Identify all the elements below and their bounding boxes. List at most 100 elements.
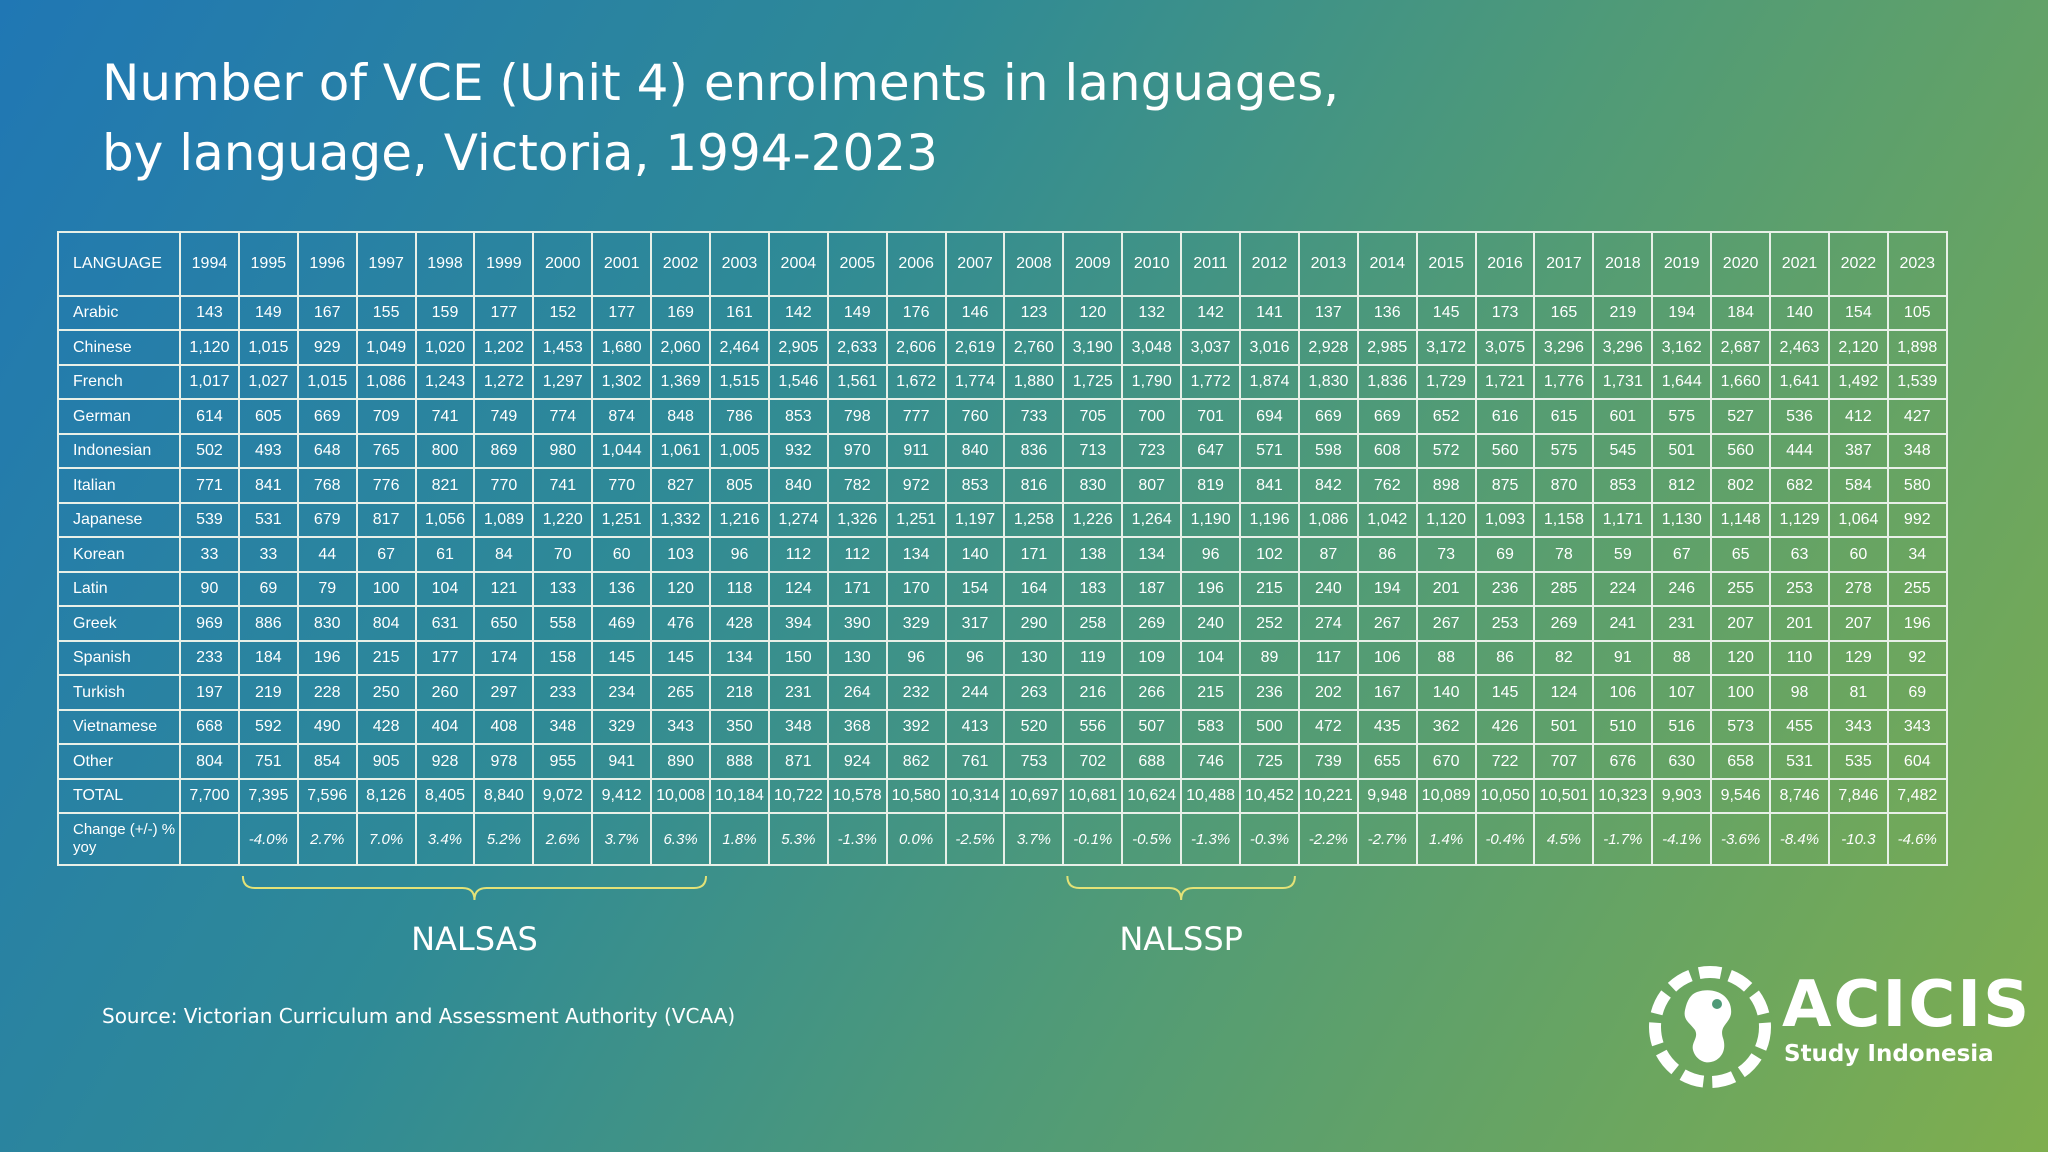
- table-cell: 165: [1533, 294, 1595, 332]
- table-cell: 969: [179, 605, 240, 642]
- table-cell: 100: [355, 570, 417, 608]
- table-cell: 455: [1769, 708, 1830, 746]
- header-year-2012: 2012: [1239, 231, 1300, 297]
- table-cell: 106: [1356, 639, 1418, 677]
- table-cell: 9,903: [1651, 777, 1713, 815]
- table-cell: 253: [1769, 570, 1830, 608]
- table-cell: 63: [1769, 536, 1830, 573]
- table-cell: 1,874: [1239, 363, 1300, 401]
- table-cell: 88: [1415, 639, 1477, 677]
- table-cell: 7,596: [296, 777, 358, 815]
- table-row: French 1,017 1,027 1,015 1,086 1,243 1,272 1,29…: [57, 363, 1948, 401]
- table-cell: 545: [1592, 432, 1654, 470]
- header-year-1997: 1997: [355, 231, 417, 297]
- table-cell: 171: [1003, 536, 1065, 573]
- table-cell: 527: [1710, 398, 1772, 435]
- table-cell: 100: [1710, 674, 1772, 711]
- table-cell: 1,196: [1239, 501, 1300, 539]
- table-cell: 89: [1239, 639, 1300, 677]
- table-cell: 96: [1180, 536, 1242, 573]
- table-cell: 176: [885, 294, 947, 332]
- table-cell: 560: [1710, 432, 1772, 470]
- table-cell: 10,050: [1474, 777, 1536, 815]
- table-cell: 510: [1592, 708, 1654, 746]
- table-cell: 798: [826, 398, 888, 435]
- table-cell: 1,326: [826, 501, 888, 539]
- table-cell: 841: [237, 467, 299, 504]
- table-cell: 669: [1356, 398, 1418, 435]
- table-cell: 1,015: [296, 363, 358, 401]
- table-cell: 1,332: [650, 501, 712, 539]
- table-cell: 1,020: [414, 329, 476, 366]
- table-cell: 777: [885, 398, 947, 435]
- table-cell: 10,184: [709, 777, 770, 815]
- table-cell: 1,644: [1651, 363, 1713, 401]
- table-cell: 150: [767, 639, 829, 677]
- table-cell: 1,015: [237, 329, 299, 366]
- table-cell: 1,220: [532, 501, 594, 539]
- table-cell: 768: [296, 467, 358, 504]
- table-cell: 265: [650, 674, 712, 711]
- table-cell: 2,464: [709, 329, 770, 366]
- table-cell: -4.6%: [1886, 812, 1948, 866]
- table-cell: 149: [826, 294, 888, 332]
- table-cell: 741: [414, 398, 476, 435]
- table-cell: 1,302: [591, 363, 653, 401]
- table-cell: 1.8%: [709, 812, 770, 866]
- brace-label-nalsas: NALSAS: [411, 920, 538, 958]
- table-cell: 2,463: [1769, 329, 1830, 366]
- header-year-2006: 2006: [885, 231, 947, 297]
- table-cell: 1,492: [1827, 363, 1889, 401]
- table-cell: 507: [1121, 708, 1183, 746]
- table-cell: 1,830: [1297, 363, 1359, 401]
- table-cell: 10,221: [1297, 777, 1359, 815]
- table-cell: 8,126: [355, 777, 417, 815]
- table-cell: 201: [1769, 605, 1830, 642]
- table-cell: 776: [355, 467, 417, 504]
- table-cell: 118: [709, 570, 770, 608]
- table-cell: 145: [1474, 674, 1536, 711]
- table-cell: 1,027: [237, 363, 299, 401]
- table-cell: 573: [1710, 708, 1772, 746]
- table-cell: 218: [709, 674, 770, 711]
- table-cell: 158: [532, 639, 594, 677]
- table-cell: -10.3: [1827, 812, 1889, 866]
- brace-nalsas: [241, 875, 708, 901]
- table-cell: 3,048: [1121, 329, 1183, 366]
- table-cell: 10,624: [1121, 777, 1183, 815]
- table-cell: 1,836: [1356, 363, 1418, 401]
- table-cell: 121: [473, 570, 535, 608]
- table-cell: 875: [1474, 467, 1536, 504]
- table-cell: 194: [1651, 294, 1713, 332]
- table-cell: 82: [1533, 639, 1595, 677]
- table-row-change: Change (+/-) % yoy -4.0% 2.7% 7.0% 3.4% 5.2% 2…: [57, 812, 1948, 866]
- table-cell: 3.4%: [414, 812, 476, 866]
- table-header-row: LANGUAGE 1994 1995 1996 1997 1998 1999 2000 2001…: [57, 231, 1948, 297]
- table-cell: 136: [591, 570, 653, 608]
- table-cell: 0.0%: [885, 812, 947, 866]
- table-cell: 5.2%: [473, 812, 535, 866]
- table-cell: 9,072: [532, 777, 594, 815]
- table-cell: 1,042: [1356, 501, 1418, 539]
- table-cell: 215: [1239, 570, 1300, 608]
- logo-subtitle: Study Indonesia: [1784, 1041, 1994, 1067]
- table-cell: 234: [591, 674, 653, 711]
- table-cell: 992: [1886, 501, 1948, 539]
- table-cell: 1,202: [473, 329, 535, 366]
- table-cell: 134: [885, 536, 947, 573]
- table-cell: 112: [826, 536, 888, 573]
- table-cell: 658: [1710, 743, 1772, 780]
- table-cell: 1,216: [709, 501, 770, 539]
- header-year-2017: 2017: [1533, 231, 1595, 297]
- table-cell: 120: [650, 570, 712, 608]
- table-cell: 604: [1886, 743, 1948, 780]
- table-cell: 2,928: [1297, 329, 1359, 366]
- table-cell: 694: [1239, 398, 1300, 435]
- table-cell: 668: [179, 708, 240, 746]
- table-cell: 86: [1356, 536, 1418, 573]
- table-cell: 10,722: [767, 777, 829, 815]
- table-cell: 741: [532, 467, 594, 504]
- table-cell: 774: [532, 398, 594, 435]
- table-cell: 749: [473, 398, 535, 435]
- table-cell: 1,680: [591, 329, 653, 366]
